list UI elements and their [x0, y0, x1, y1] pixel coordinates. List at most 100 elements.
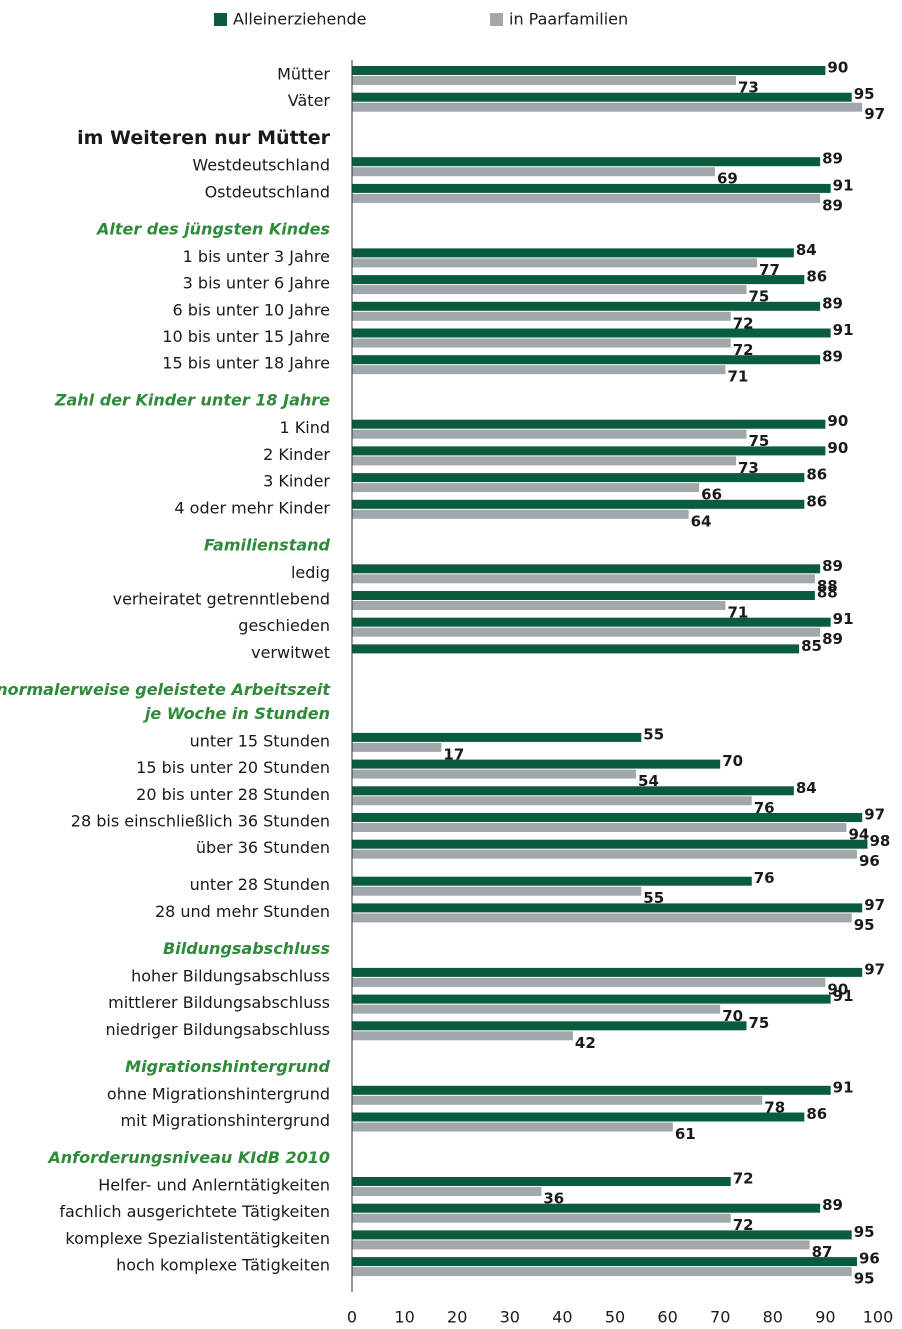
value-label: 42: [575, 1034, 596, 1052]
value-label: 95: [854, 1270, 875, 1288]
bar: [352, 732, 642, 742]
bar: [352, 1177, 731, 1186]
bar: [352, 903, 863, 913]
value-label: 71: [727, 604, 748, 622]
x-tick-label: 50: [605, 1308, 625, 1327]
value-label: 73: [738, 459, 759, 477]
category-label: geschieden: [238, 616, 330, 635]
bar: [352, 102, 863, 112]
x-tick-label: 90: [815, 1308, 835, 1327]
bar: [352, 1112, 805, 1122]
bar: [352, 275, 805, 285]
value-label: 84: [796, 241, 817, 259]
bar: [352, 813, 863, 822]
value-label: 87: [812, 1243, 833, 1261]
value-label: 89: [822, 630, 843, 648]
bar: [352, 742, 442, 752]
bar: [352, 355, 821, 365]
bar: [352, 1230, 852, 1240]
category-label: ledig: [291, 563, 330, 582]
bar: [352, 786, 794, 796]
bar: [352, 258, 758, 268]
value-label: 76: [754, 799, 775, 817]
value-label: 89: [822, 150, 843, 168]
value-label: 90: [827, 412, 848, 430]
bar: [352, 76, 736, 85]
category-label: Väter: [288, 91, 331, 110]
bar: [352, 759, 721, 769]
bar: [352, 509, 689, 519]
value-label: 97: [864, 806, 885, 824]
value-label: 96: [859, 1250, 880, 1268]
bar: [352, 1257, 857, 1267]
value-label: 97: [864, 105, 885, 123]
bar: [352, 338, 731, 348]
bar: [352, 601, 726, 610]
bar: [352, 248, 794, 258]
value-label: 91: [833, 610, 854, 628]
value-label: 88: [817, 577, 838, 595]
category-label: unter 15 Stunden: [190, 731, 330, 750]
value-label: 71: [727, 368, 748, 386]
category-label: 1 bis unter 3 Jahre: [183, 247, 330, 266]
x-tick-label: 40: [552, 1308, 572, 1327]
value-label: 97: [864, 960, 885, 978]
value-label: 72: [733, 314, 754, 332]
bar: [352, 796, 752, 806]
value-label: 94: [848, 826, 869, 844]
section-title: Migrationshintergrund: [125, 1057, 330, 1076]
bar: [352, 483, 700, 493]
bar: [352, 328, 831, 338]
category-label: fachlich ausgerichtete Tätigkeiten: [59, 1202, 330, 1221]
legend-label: in Paarfamilien: [509, 10, 628, 29]
bar: [352, 473, 805, 483]
value-label: 70: [722, 752, 743, 770]
bar: [352, 644, 800, 654]
value-label: 72: [733, 341, 754, 359]
x-tick-label: 80: [763, 1308, 783, 1327]
x-tick-label: 10: [394, 1308, 414, 1327]
bar: [352, 167, 715, 177]
bar: [352, 301, 821, 311]
value-label: 90: [827, 980, 848, 998]
value-label: 90: [827, 59, 848, 77]
category-label: über 36 Stunden: [196, 838, 330, 857]
value-label: 55: [643, 725, 664, 743]
value-label: 89: [822, 196, 843, 214]
legend-swatch: [214, 13, 227, 26]
value-label: 98: [869, 832, 890, 850]
bar: [352, 994, 831, 1004]
value-label: 54: [638, 772, 659, 790]
value-label: 70: [722, 1007, 743, 1025]
category-label: 2 Kinder: [263, 445, 330, 464]
bar: [352, 769, 637, 779]
bar: [352, 1095, 763, 1105]
value-label: 90: [827, 439, 848, 457]
bar: [352, 499, 805, 509]
bar: [352, 193, 821, 203]
bar: [352, 1203, 821, 1213]
value-label: 75: [749, 288, 770, 306]
value-label: 91: [833, 176, 854, 194]
category-label: unter 28 Stunden: [190, 875, 330, 894]
bar: [352, 1240, 810, 1250]
category-label: 3 Kinder: [263, 472, 330, 491]
value-label: 69: [717, 170, 738, 188]
category-label: Westdeutschland: [192, 156, 330, 175]
value-label: 75: [749, 432, 770, 450]
category-label: ohne Migrationshintergrund: [107, 1084, 330, 1103]
x-tick-label: 100: [863, 1308, 894, 1327]
value-label: 88: [817, 584, 838, 602]
x-tick-label: 60: [657, 1308, 677, 1327]
section-title: Anforderungsniveau KIdB 2010: [46, 1148, 330, 1167]
category-label: mit Migrationshintergrund: [121, 1111, 330, 1130]
value-label: 85: [801, 637, 822, 655]
bar: [352, 1021, 747, 1031]
value-label: 55: [643, 889, 664, 907]
value-label: 89: [822, 1196, 843, 1214]
value-label: 75: [749, 1014, 770, 1032]
bar: [352, 1187, 542, 1196]
x-tick-label: 20: [447, 1308, 467, 1327]
value-label: 95: [854, 85, 875, 103]
